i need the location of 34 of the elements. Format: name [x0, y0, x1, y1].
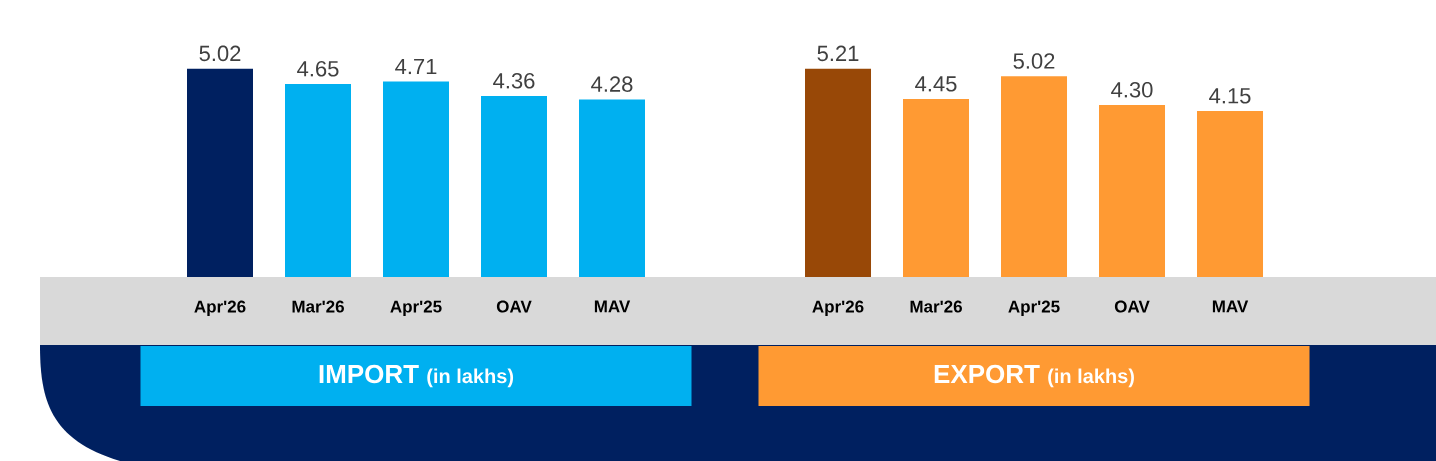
- text: (in lakhs): [427, 368, 514, 388]
- data-label: 4.30: [1111, 81, 1153, 98]
- x-tick-label: OAV: [496, 300, 532, 313]
- text: (in lakhs): [1048, 368, 1134, 388]
- text: IMPORT: [319, 364, 419, 384]
- bar: [903, 99, 970, 278]
- bar: [805, 68, 872, 278]
- bar: [187, 68, 253, 278]
- x-tick-label: MAV: [1212, 300, 1249, 313]
- data-label: 5.02: [1013, 53, 1055, 69]
- data-label: 5.21: [817, 45, 859, 62]
- bar: [285, 84, 351, 278]
- bar: [1001, 76, 1068, 278]
- x-tick-label: Apr'25: [390, 300, 442, 316]
- bar: [383, 81, 449, 278]
- bar: [1197, 111, 1264, 278]
- data-label: 4.65: [297, 60, 339, 77]
- x-tick-label: Mar'26: [292, 300, 344, 313]
- bar: [1099, 105, 1166, 278]
- bar: [579, 99, 646, 278]
- x-tick-label: Apr'25: [1008, 300, 1060, 316]
- data-label: 4.15: [1209, 88, 1251, 104]
- data-label: 4.28: [591, 76, 633, 92]
- bar: [481, 96, 547, 278]
- text: EXPORT: [934, 364, 1040, 384]
- data-label: 4.36: [493, 72, 535, 89]
- x-tick-label: Apr'26: [812, 300, 864, 316]
- data-label: 4.45: [915, 76, 957, 92]
- x-tick-label: Apr'26: [194, 300, 246, 316]
- data-label: 5.02: [199, 45, 241, 62]
- x-tick-label: OAV: [1114, 300, 1150, 313]
- x-tick-label: MAV: [594, 300, 631, 313]
- data-label: 4.71: [395, 58, 437, 75]
- x-tick-label: Mar'26: [910, 300, 962, 313]
